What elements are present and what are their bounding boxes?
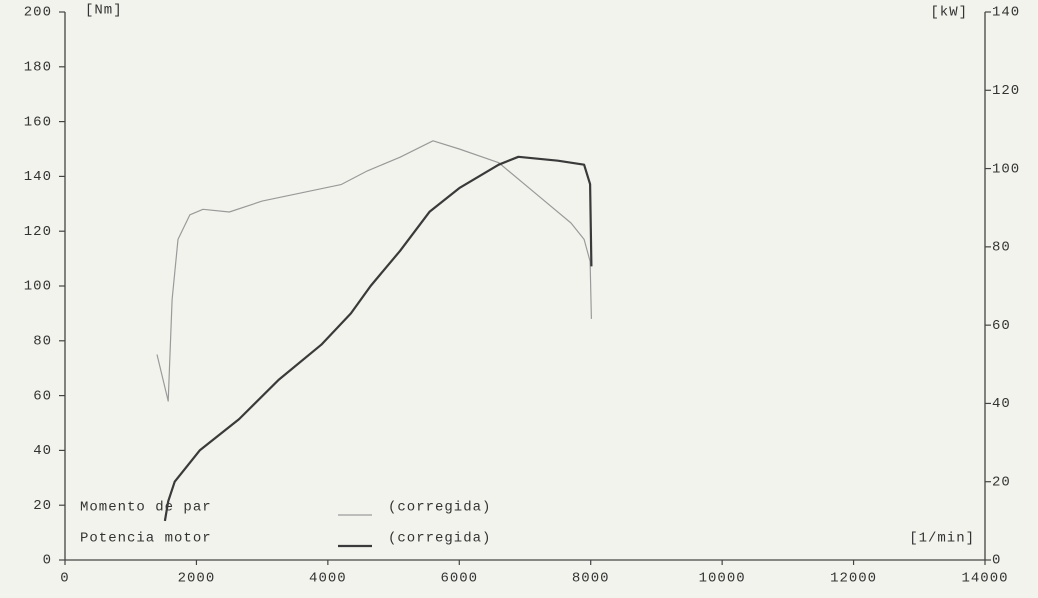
y2-tick-label: 100: [992, 161, 1020, 177]
x-tick-label: 6000: [440, 571, 478, 587]
y2-tick-label: 0: [992, 553, 1001, 569]
legend-label: Potencia motor: [80, 531, 212, 547]
x-axis-label: [1/min]: [909, 531, 975, 547]
y2-tick-label: 40: [992, 396, 1011, 412]
x-tick-label: 4000: [309, 571, 347, 587]
y-tick-label: 140: [24, 169, 52, 185]
legend-note: (corregida): [388, 531, 491, 547]
x-tick-label: 10000: [699, 571, 746, 587]
y2-tick-label: 80: [992, 240, 1011, 256]
x-tick-label: 14000: [961, 571, 1008, 587]
y-tick-label: 160: [24, 114, 52, 130]
legend-note: (corregida): [388, 500, 491, 516]
x-tick-label: 12000: [830, 571, 877, 587]
y-axis-label: [Nm]: [85, 3, 123, 19]
y2-tick-label: 140: [992, 5, 1020, 21]
y-tick-label: 20: [33, 498, 52, 514]
y-tick-label: 80: [33, 334, 52, 350]
x-tick-label: 8000: [572, 571, 610, 587]
y2-axis-label: [kW]: [930, 5, 968, 21]
y-tick-label: 180: [24, 60, 52, 76]
y2-tick-label: 120: [992, 83, 1020, 99]
legend-label: Momento de par: [80, 500, 212, 516]
y-tick-label: 120: [24, 224, 52, 240]
y-tick-label: 100: [24, 279, 52, 295]
y-tick-label: 60: [33, 388, 52, 404]
x-tick-label: 2000: [178, 571, 216, 587]
y2-tick-label: 20: [992, 474, 1011, 490]
y-tick-label: 40: [33, 443, 52, 459]
y-tick-label: 200: [24, 5, 52, 21]
x-tick-label: 0: [60, 571, 69, 587]
series-line: [156, 140, 592, 402]
y-tick-label: 0: [43, 553, 52, 569]
y2-tick-label: 60: [992, 318, 1011, 334]
series-line: [163, 155, 593, 522]
